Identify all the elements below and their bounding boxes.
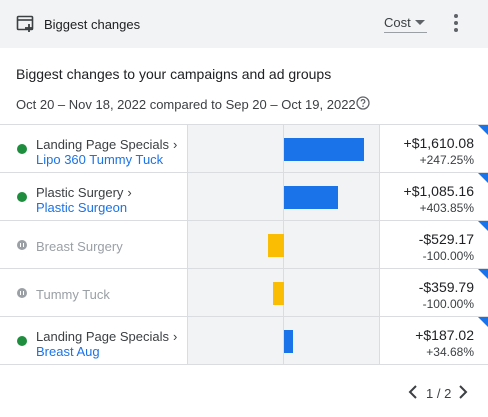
status-paused-icon: [17, 240, 27, 250]
status-active-icon: [17, 336, 27, 346]
card-add-icon: [16, 15, 34, 32]
change-percent: +403.85%: [419, 201, 474, 215]
help-icon[interactable]: [356, 96, 370, 110]
page-indicator: 1 / 2: [426, 386, 452, 401]
change-percent: +247.25%: [419, 153, 474, 167]
date-range: Oct 20 – Nov 18, 2022 compared to Sep 20…: [16, 97, 356, 112]
metric-dropdown-value: Cost: [384, 15, 411, 30]
change-value: -$529.17: [418, 231, 474, 247]
chevron-right-icon[interactable]: [456, 384, 470, 400]
campaign-name[interactable]: Landing Page Specials ›: [36, 137, 178, 152]
corner-marker-icon: [478, 221, 488, 231]
corner-marker-icon: [478, 173, 488, 183]
column-divider: [379, 125, 380, 365]
corner-marker-icon: [478, 269, 488, 279]
card-title: Biggest changes: [44, 17, 141, 32]
section-heading: Biggest changes to your campaigns and ad…: [16, 66, 332, 82]
table-row[interactable]: Plastic Surgery › Plastic Surgeon +$1,085.1…: [0, 173, 488, 221]
change-percent: -100.00%: [422, 297, 474, 311]
campaign-name[interactable]: Plastic Surgery ›: [36, 185, 132, 200]
more-vert-icon[interactable]: [446, 12, 466, 36]
ad-group-link[interactable]: Plastic Surgeon: [36, 200, 128, 215]
change-value: -$359.79: [418, 279, 474, 295]
change-value: +$1,610.08: [403, 135, 474, 151]
chevron-right-icon: ›: [127, 185, 132, 200]
metric-dropdown[interactable]: Cost: [384, 15, 427, 33]
change-bar: [284, 138, 364, 161]
card-header: Biggest changes Cost: [0, 0, 488, 48]
column-divider: [187, 125, 188, 365]
status-paused-icon: [17, 288, 27, 298]
change-bar: [273, 282, 284, 305]
chevron-right-icon: ›: [173, 137, 178, 152]
status-active-icon: [17, 144, 27, 154]
table-row[interactable]: Breast Surgery -$529.17 -100.00%: [0, 221, 488, 269]
ad-group-link[interactable]: Breast Aug: [36, 344, 100, 359]
status-active-icon: [17, 192, 27, 202]
campaign-name[interactable]: Tummy Tuck: [36, 287, 110, 302]
change-value: +$1,085.16: [403, 183, 474, 199]
change-value: +$187.02: [415, 327, 474, 343]
campaign-name[interactable]: Breast Surgery: [36, 239, 123, 254]
change-percent: +34.68%: [426, 345, 474, 359]
corner-marker-icon: [478, 317, 488, 327]
campaign-name[interactable]: Landing Page Specials ›: [36, 329, 178, 344]
table-row[interactable]: Tummy Tuck -$359.79 -100.00%: [0, 269, 488, 317]
ad-group-link[interactable]: Lipo 360 Tummy Tuck: [36, 152, 164, 167]
corner-marker-icon: [478, 125, 488, 135]
change-bar: [268, 234, 284, 257]
change-bar: [284, 330, 293, 353]
table-row[interactable]: Landing Page Specials › Breast Aug +$187.02…: [0, 317, 488, 365]
caret-down-icon: [414, 20, 425, 25]
changes-table: Landing Page Specials › Lipo 360 Tummy Tuc…: [0, 124, 488, 365]
chevron-right-icon: ›: [173, 329, 178, 344]
change-bar: [284, 186, 338, 209]
change-percent: -100.00%: [422, 249, 474, 263]
table-row[interactable]: Landing Page Specials › Lipo 360 Tummy Tuc…: [0, 125, 488, 173]
chevron-left-icon[interactable]: [406, 384, 420, 400]
